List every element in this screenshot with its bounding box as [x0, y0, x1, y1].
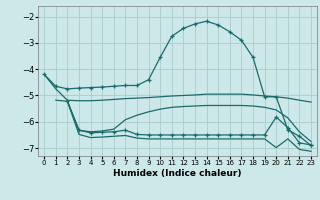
X-axis label: Humidex (Indice chaleur): Humidex (Indice chaleur) — [113, 169, 242, 178]
